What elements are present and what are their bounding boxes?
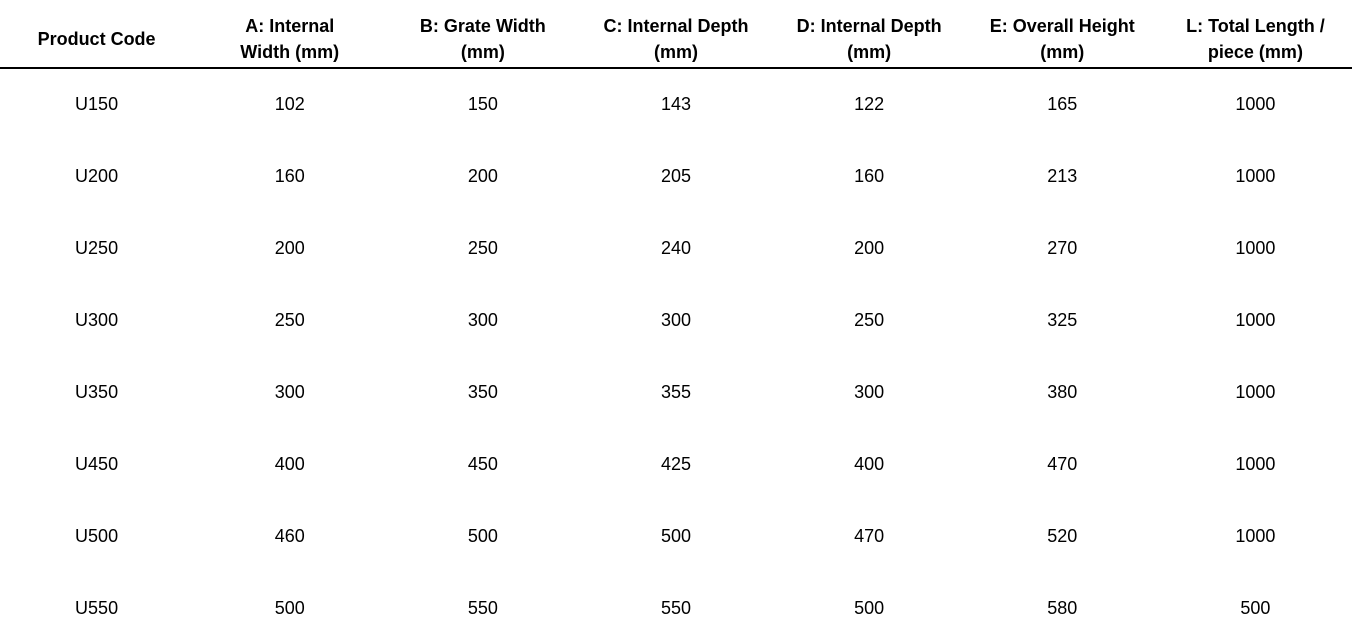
dimension-value-cell: 355 <box>579 356 773 428</box>
product-code-cell: U150 <box>0 68 194 140</box>
dimension-value-cell: 550 <box>386 572 580 644</box>
dimension-value-cell: 1000 <box>1158 68 1352 140</box>
dimension-value-cell: 1000 <box>1158 212 1352 284</box>
header-line: Width (mm) <box>240 41 340 62</box>
table-body: U150 102 150 143 122 165 1000 U200 160 200 205 160 2… <box>0 68 1352 644</box>
dimension-value-cell: 300 <box>193 356 387 428</box>
dimension-value-cell: 500 <box>579 500 773 572</box>
header-line: (mm) <box>460 41 505 62</box>
dimension-value-cell: 102 <box>193 68 387 140</box>
dimension-value-cell: 300 <box>386 284 580 356</box>
dimension-value-cell: 200 <box>386 140 580 212</box>
dimension-value-cell: 580 <box>965 572 1159 644</box>
product-code-cell: U550 <box>0 572 194 644</box>
table-row: U350 300 350 355 300 380 1000 <box>0 356 1352 428</box>
dimension-value-cell: 425 <box>579 428 773 500</box>
column-header-product-code: Product Code <box>0 0 194 69</box>
column-header-grate-width: B: Grate Width (mm) <box>386 0 580 69</box>
dimension-value-cell: 325 <box>965 284 1159 356</box>
table-row: U150 102 150 143 122 165 1000 <box>0 68 1352 140</box>
header-line: (mm) <box>1040 41 1085 62</box>
dimension-value-cell: 1000 <box>1158 428 1352 500</box>
dimension-value-cell: 470 <box>772 500 966 572</box>
header-line: D: Internal Depth <box>796 15 942 36</box>
dimension-value-cell: 500 <box>772 572 966 644</box>
dimension-value-cell: 380 <box>965 356 1159 428</box>
dimension-value-cell: 400 <box>772 428 966 500</box>
column-header-internal-depth-c: C: Internal Depth (mm) <box>579 0 773 69</box>
column-header-internal-width: A: Internal Width (mm) <box>193 0 387 69</box>
column-header-total-length: L: Total Length / piece (mm) <box>1158 0 1352 69</box>
table-row: U300 250 300 300 250 325 1000 <box>0 284 1352 356</box>
product-code-cell: U200 <box>0 140 194 212</box>
product-code-cell: U450 <box>0 428 194 500</box>
dimension-value-cell: 520 <box>965 500 1159 572</box>
dimension-value-cell: 240 <box>579 212 773 284</box>
dimension-value-cell: 250 <box>772 284 966 356</box>
dimension-value-cell: 150 <box>386 68 580 140</box>
dimension-value-cell: 1000 <box>1158 140 1352 212</box>
header-line: (mm) <box>653 41 698 62</box>
product-code-cell: U350 <box>0 356 194 428</box>
header-line: L: Total Length / <box>1186 15 1325 36</box>
dimension-value-cell: 250 <box>386 212 580 284</box>
dimension-value-cell: 250 <box>193 284 387 356</box>
column-header-overall-height: E: Overall Height (mm) <box>965 0 1159 69</box>
column-header-internal-depth-d: D: Internal Depth (mm) <box>772 0 966 69</box>
product-code-cell: U500 <box>0 500 194 572</box>
product-code-cell: U250 <box>0 212 194 284</box>
header-line: (mm) <box>847 41 892 62</box>
table-row: U500 460 500 500 470 520 1000 <box>0 500 1352 572</box>
header-line: piece (mm) <box>1207 41 1303 62</box>
header-line: C: Internal Depth <box>603 15 749 36</box>
dimension-value-cell: 205 <box>579 140 773 212</box>
dimension-value-cell: 470 <box>965 428 1159 500</box>
dimension-value-cell: 500 <box>193 572 387 644</box>
dimension-value-cell: 160 <box>193 140 387 212</box>
dimension-value-cell: 200 <box>772 212 966 284</box>
table-row: U200 160 200 205 160 213 1000 <box>0 140 1352 212</box>
dimension-value-cell: 1000 <box>1158 356 1352 428</box>
dimension-value-cell: 213 <box>965 140 1159 212</box>
dimension-value-cell: 200 <box>193 212 387 284</box>
dimension-value-cell: 450 <box>386 428 580 500</box>
product-code-cell: U300 <box>0 284 194 356</box>
header-line: E: Overall Height <box>989 15 1135 36</box>
table-row: U450 400 450 425 400 470 1000 <box>0 428 1352 500</box>
dimension-value-cell: 500 <box>1158 572 1352 644</box>
dimension-value-cell: 500 <box>386 500 580 572</box>
dimension-value-cell: 460 <box>193 500 387 572</box>
dimension-value-cell: 122 <box>772 68 966 140</box>
dimension-value-cell: 550 <box>579 572 773 644</box>
dimension-value-cell: 1000 <box>1158 284 1352 356</box>
table-header-row: Product Code A: Internal Width (mm) B: G… <box>0 0 1352 69</box>
dimension-value-cell: 160 <box>772 140 966 212</box>
header-line: A: Internal <box>245 15 335 36</box>
dimension-value-cell: 400 <box>193 428 387 500</box>
dimension-value-cell: 165 <box>965 68 1159 140</box>
dimension-value-cell: 300 <box>579 284 773 356</box>
header-line: B: Grate Width <box>419 15 546 36</box>
dimension-value-cell: 350 <box>386 356 580 428</box>
table-row: U550 500 550 550 500 580 500 <box>0 572 1352 644</box>
dimension-value-cell: 1000 <box>1158 500 1352 572</box>
table-header: Product Code A: Internal Width (mm) B: G… <box>0 0 1352 69</box>
header-line: Product Code <box>37 28 156 49</box>
dimension-value-cell: 300 <box>772 356 966 428</box>
dimension-value-cell: 143 <box>579 68 773 140</box>
dimension-value-cell: 270 <box>965 212 1159 284</box>
table-row: U250 200 250 240 200 270 1000 <box>0 212 1352 284</box>
